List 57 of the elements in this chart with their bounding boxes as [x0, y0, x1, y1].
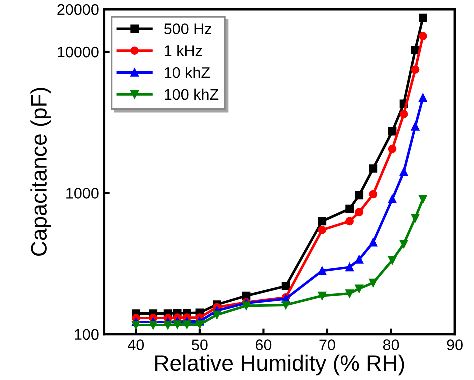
point — [346, 263, 354, 272]
point — [411, 66, 420, 74]
point — [411, 122, 420, 131]
point — [164, 321, 172, 330]
point — [369, 190, 378, 199]
point — [418, 94, 428, 102]
point — [318, 217, 327, 226]
point — [355, 191, 364, 200]
point — [411, 214, 420, 222]
y-tick-label: 1000 — [66, 188, 99, 199]
point — [400, 240, 408, 248]
y-axis-title: Capacitance (pF) — [30, 88, 52, 256]
point — [418, 14, 428, 22]
y-tick-label: 100 — [75, 329, 99, 340]
x-tick-label: 90 — [447, 340, 463, 350]
x-tick-label: 80 — [383, 340, 400, 350]
point — [183, 320, 192, 329]
legend-label: 500 Hz — [164, 24, 212, 34]
point — [369, 164, 378, 173]
legend-label: 100 khZ — [165, 88, 219, 100]
point — [355, 256, 364, 264]
point — [388, 195, 397, 204]
point — [212, 310, 222, 320]
point — [346, 290, 354, 298]
x-tick-label: 70 — [320, 340, 336, 350]
point — [411, 46, 420, 54]
x-tick-label: 50 — [192, 340, 208, 350]
y-tick-label: 10000 — [58, 46, 99, 58]
point — [400, 110, 408, 118]
point — [388, 127, 397, 136]
point — [173, 320, 182, 329]
point — [388, 256, 397, 265]
x-tick-label: 40 — [128, 340, 144, 350]
point — [282, 301, 290, 310]
point — [346, 217, 354, 226]
point — [282, 282, 290, 290]
point — [318, 292, 327, 300]
point — [400, 168, 408, 176]
point — [132, 321, 140, 330]
point — [418, 32, 428, 41]
point — [318, 226, 327, 234]
point — [369, 238, 378, 247]
x-axis-title: Relative Humidity (% RH) — [156, 354, 404, 376]
point — [388, 145, 397, 154]
point — [346, 204, 354, 214]
legend-label: 1 kHz — [165, 45, 202, 56]
point — [149, 321, 158, 330]
point — [318, 266, 327, 276]
point — [418, 195, 428, 204]
legend-label: 10 khZ — [165, 67, 210, 78]
point — [196, 320, 204, 329]
y-tick-label: 20000 — [58, 4, 99, 16]
x-tick-label: 60 — [256, 340, 272, 350]
point — [355, 284, 364, 294]
point — [369, 278, 378, 288]
point — [242, 302, 251, 310]
point — [355, 208, 364, 217]
